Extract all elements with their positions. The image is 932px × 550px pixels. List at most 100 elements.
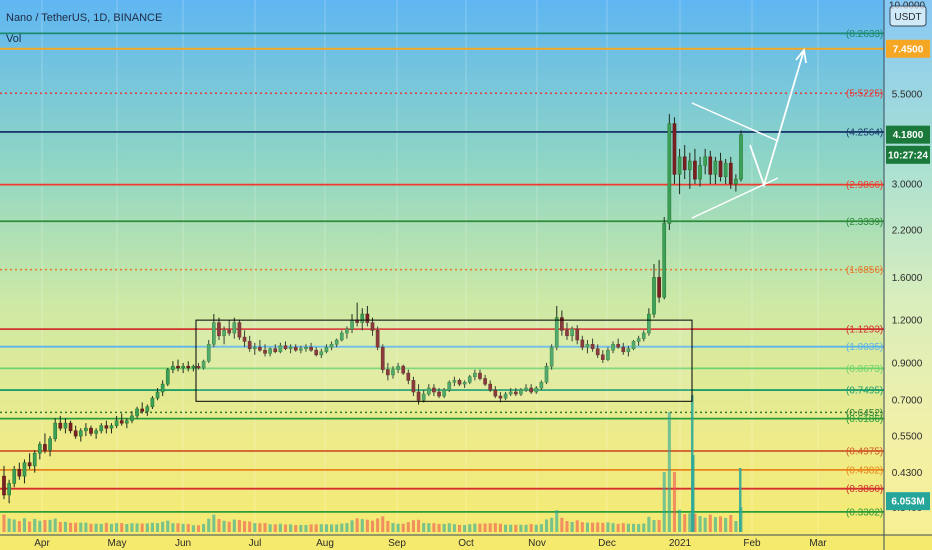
volume-spike-2 (739, 468, 742, 532)
volume-bar-118 (606, 522, 610, 532)
candle-135 (693, 148, 697, 184)
volume-bar-90 (463, 524, 467, 532)
candle-11 (58, 415, 63, 431)
volume-bar-95 (488, 523, 492, 532)
volume-bar-88 (452, 524, 456, 532)
candle-123 (631, 339, 636, 351)
candle-26 (135, 406, 139, 419)
price-tag-1 (886, 125, 930, 144)
candle-122 (626, 345, 631, 357)
volume-bar-102 (524, 524, 528, 532)
candle-131 (672, 117, 677, 184)
candle-60 (309, 342, 313, 352)
volume-bar-141 (724, 517, 728, 532)
volume-bar-84 (432, 523, 436, 532)
volume-bar-16 (84, 522, 88, 532)
candle-66 (339, 330, 344, 342)
candle-121 (621, 342, 626, 355)
volume-bar-132 (678, 509, 682, 532)
candle-89 (457, 378, 462, 387)
drawings (195, 47, 807, 402)
range-box (195, 319, 693, 402)
volume-bar-82 (422, 522, 426, 532)
volume-bar-12 (63, 521, 67, 532)
volume-bar-86 (442, 523, 446, 532)
candle-111 (570, 326, 574, 342)
fib-level-label-3: (2.9866) (846, 180, 883, 191)
candle-54 (278, 342, 283, 354)
candle-6 (32, 450, 37, 473)
candle-103 (529, 384, 533, 394)
candle-16 (84, 423, 88, 437)
volume-bar-13 (68, 522, 73, 532)
volume-bar-3 (17, 521, 21, 532)
volume-bar-63 (324, 524, 328, 532)
candle-73 (375, 326, 380, 351)
fib-level-label-14: (0.3860) (846, 484, 883, 495)
candle-125 (641, 330, 646, 342)
volume-bar-1 (7, 518, 11, 532)
fib-level-label-5: (1.6856) (846, 265, 883, 276)
volume-bar-126 (647, 516, 651, 532)
volume-bar-121 (621, 523, 625, 532)
volume-bar-78 (401, 523, 405, 532)
candle-101 (519, 388, 523, 397)
volume-bar-128 (657, 520, 661, 532)
candle-82 (421, 389, 426, 403)
volume-bar-114 (585, 522, 589, 532)
volume-bar-117 (601, 522, 605, 532)
volume-bar-134 (688, 513, 692, 532)
price-tick-1: 5.5000 (892, 89, 923, 100)
volume-bar-100 (514, 524, 518, 532)
projection-arrow (749, 49, 805, 188)
fib-level-label-8: (0.8673) (846, 364, 883, 375)
volume-bar-67 (345, 523, 349, 532)
candle-95 (488, 380, 493, 392)
candle-99 (508, 388, 513, 397)
candle-37 (191, 364, 196, 372)
price-tick-5: 1.2000 (892, 316, 923, 327)
candle-45 (232, 317, 237, 339)
volume-bar-65 (335, 524, 339, 532)
candle-28 (145, 404, 150, 416)
candle-139 (713, 156, 718, 184)
candle-24 (124, 418, 129, 429)
candle-21 (109, 423, 114, 434)
fib-level-label-0: (8.2633) (846, 29, 883, 40)
candle-118 (606, 347, 610, 362)
candle-2 (12, 465, 17, 488)
volume-bar-120 (616, 523, 620, 532)
candle-13 (68, 420, 73, 434)
candle-90 (462, 380, 467, 389)
volume-bar-29 (150, 522, 154, 532)
volume-bar-33 (171, 523, 175, 532)
volume-bar-18 (94, 523, 98, 532)
candle-100 (513, 388, 518, 397)
candle-4 (22, 459, 27, 484)
volume-bar-131 (672, 472, 677, 532)
volume-bar-47 (243, 521, 247, 532)
volume-bar-23 (120, 523, 124, 532)
candle-119 (611, 341, 615, 354)
volume-bar-8 (43, 519, 47, 532)
volume-bar-19 (99, 523, 103, 532)
volume-bar-2 (12, 519, 16, 532)
candle-94 (483, 374, 487, 387)
candle-39 (201, 359, 206, 370)
volume-bar-103 (529, 524, 533, 532)
volume-bar-9 (48, 519, 52, 532)
price-axis-panel (884, 0, 932, 535)
volume-bar-70 (360, 519, 364, 532)
volume-bar-124 (637, 523, 641, 532)
candle-52 (268, 347, 272, 357)
volume-bar-93 (478, 523, 482, 532)
candle-75 (386, 362, 390, 381)
candle-137 (703, 148, 708, 175)
currency-badge[interactable]: USDT (889, 5, 927, 27)
time-tick-10: Feb (743, 538, 761, 549)
candle-7 (37, 441, 42, 460)
candle-87 (447, 380, 452, 392)
volume-bar-60 (309, 524, 313, 532)
